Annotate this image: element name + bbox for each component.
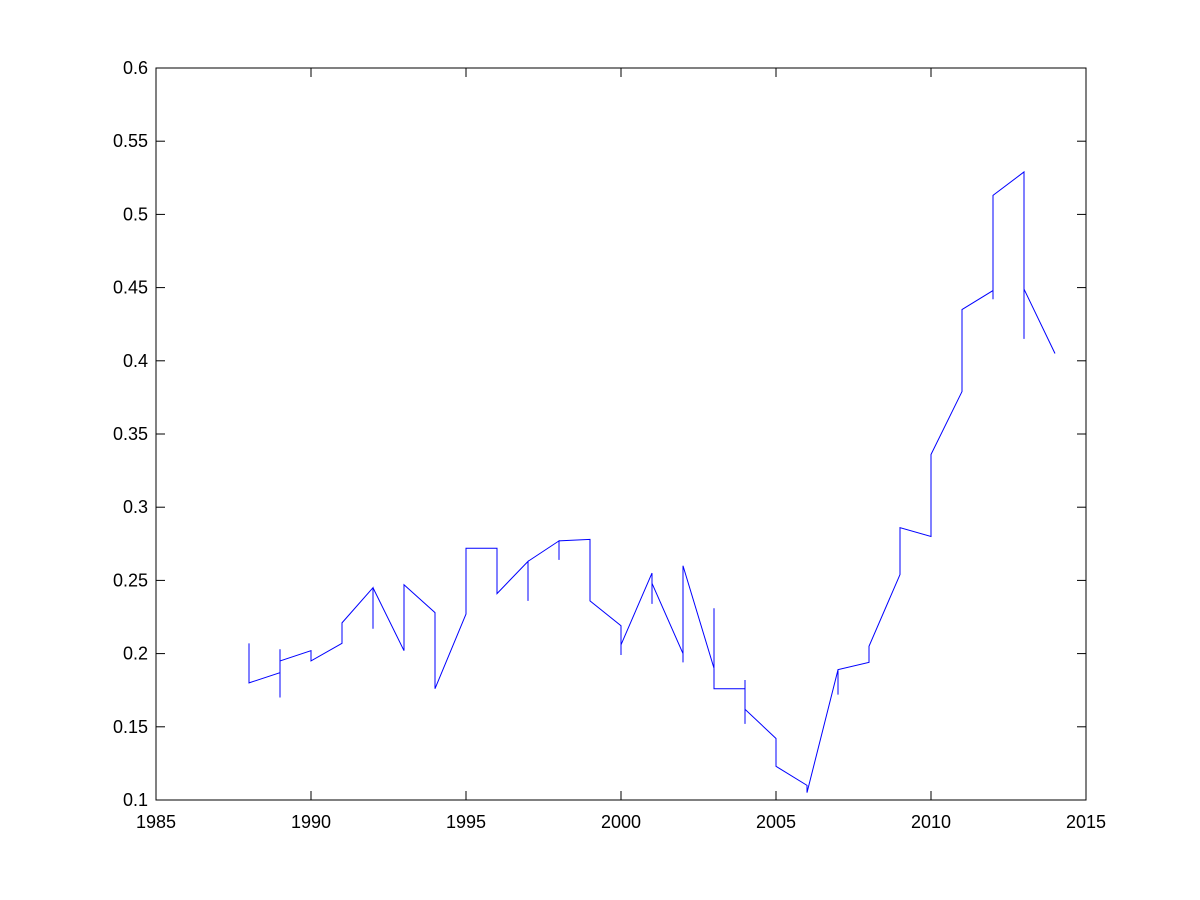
y-tick-label: 0.45 bbox=[113, 278, 148, 298]
y-tick-label: 0.3 bbox=[123, 497, 148, 517]
y-tick-label: 0.6 bbox=[123, 58, 148, 78]
y-tick-label: 0.1 bbox=[123, 790, 148, 810]
y-tick-label: 0.55 bbox=[113, 131, 148, 151]
x-tick-label: 1995 bbox=[446, 812, 486, 832]
y-tick-label: 0.15 bbox=[113, 717, 148, 737]
y-tick-label: 0.4 bbox=[123, 351, 148, 371]
series-line bbox=[248, 170, 1056, 793]
x-tick-label: 2015 bbox=[1066, 812, 1106, 832]
x-tick-label: 2005 bbox=[756, 812, 796, 832]
y-tick-label: 0.35 bbox=[113, 424, 148, 444]
x-tick-label: 1985 bbox=[136, 812, 176, 832]
y-tick-label: 0.5 bbox=[123, 204, 148, 224]
y-axis-ticks: 0.1 0.15 0.2 0.25 0.3 0.35 0.4 0.45 0.5 0.55 0.6 bbox=[113, 58, 1086, 810]
y-tick-label: 0.2 bbox=[123, 644, 148, 664]
x-tick-label: 2000 bbox=[601, 812, 641, 832]
x-axis-ticks: 1985 1990 1995 2000 2005 2010 2015 bbox=[136, 68, 1106, 832]
x-tick-label: 1990 bbox=[291, 812, 331, 832]
y-tick-label: 0.25 bbox=[113, 570, 148, 590]
x-tick-label: 2010 bbox=[911, 812, 951, 832]
axes-frame bbox=[155, 67, 1087, 801]
plot-area bbox=[248, 170, 1056, 793]
